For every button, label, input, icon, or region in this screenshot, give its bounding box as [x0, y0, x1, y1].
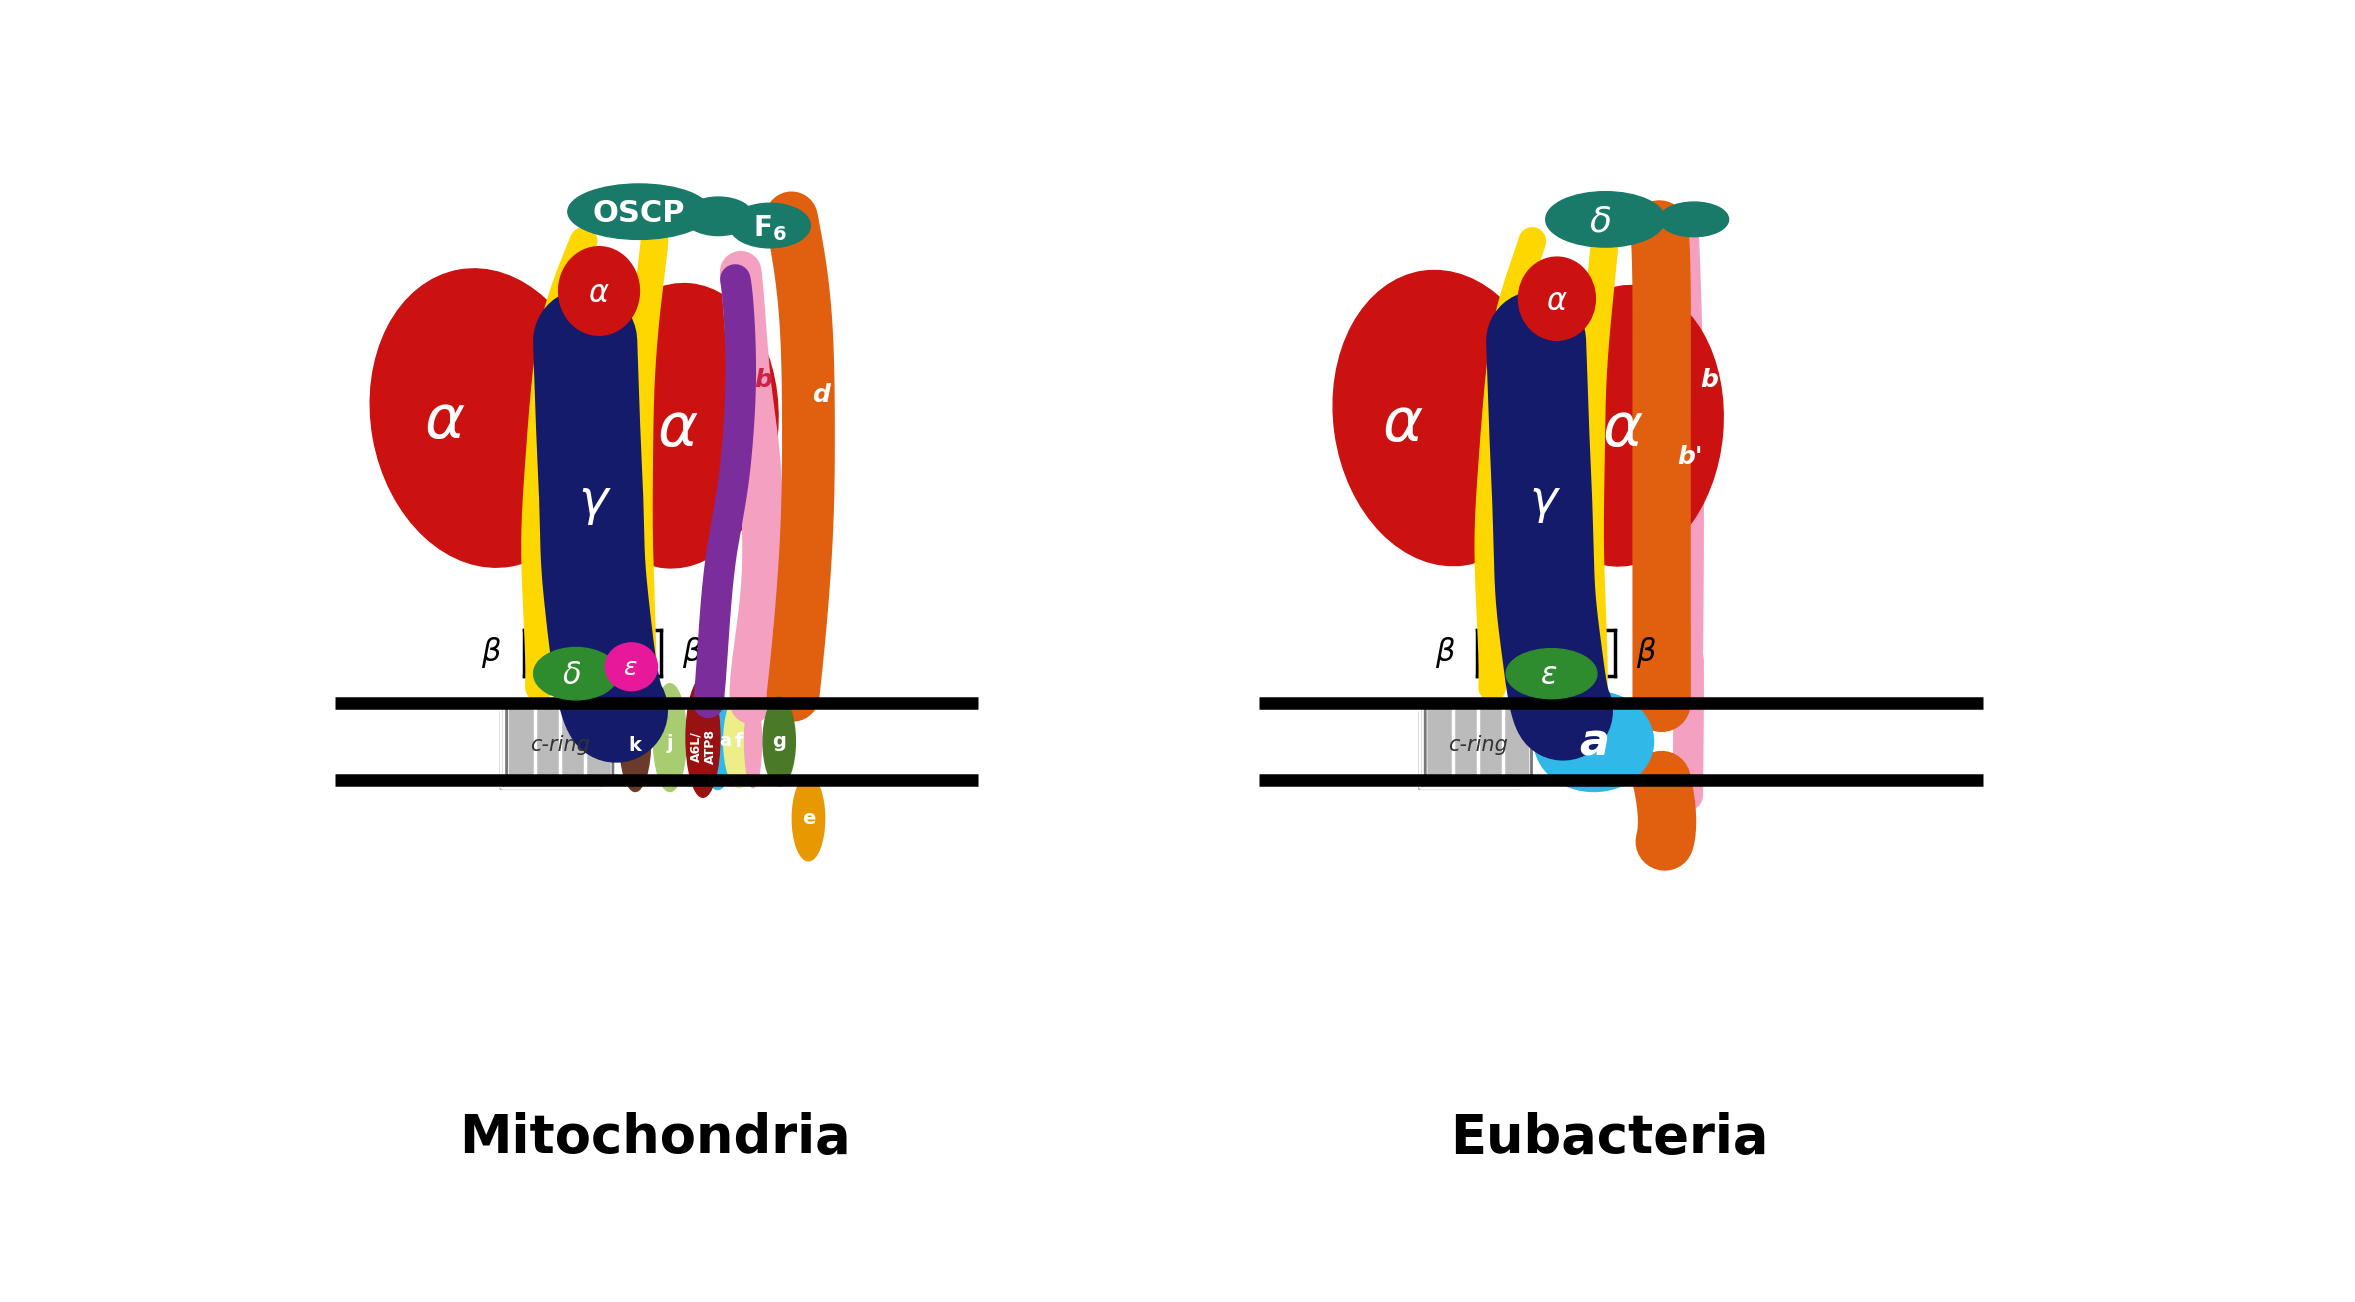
- Ellipse shape: [1507, 648, 1597, 699]
- Ellipse shape: [702, 693, 735, 789]
- Text: c-ring: c-ring: [530, 736, 589, 755]
- Ellipse shape: [744, 695, 761, 788]
- Text: $\beta$: $\beta$: [683, 635, 702, 671]
- Text: $\delta$: $\delta$: [563, 660, 582, 690]
- FancyBboxPatch shape: [1418, 710, 1521, 792]
- Text: $\beta$: $\beta$: [480, 635, 502, 671]
- Ellipse shape: [619, 691, 650, 792]
- Ellipse shape: [535, 647, 619, 700]
- Text: OSCP: OSCP: [593, 199, 685, 228]
- Text: a: a: [718, 733, 732, 750]
- Text: b': b': [1677, 444, 1703, 469]
- Ellipse shape: [370, 268, 601, 568]
- Ellipse shape: [791, 776, 824, 861]
- FancyBboxPatch shape: [504, 703, 610, 785]
- Text: $\beta$: $\beta$: [1637, 635, 1658, 671]
- Ellipse shape: [1519, 256, 1594, 340]
- Ellipse shape: [1545, 191, 1665, 247]
- Text: f: f: [735, 732, 744, 751]
- Text: $\alpha$: $\alpha$: [1601, 400, 1644, 460]
- Text: Mitochondria: Mitochondria: [459, 1112, 850, 1164]
- Text: $\alpha$: $\alpha$: [589, 279, 610, 307]
- Text: $\mathregular{F_6}$: $\mathregular{F_6}$: [754, 214, 787, 242]
- Text: b: b: [754, 367, 772, 392]
- Text: b: b: [1700, 367, 1719, 392]
- Text: $\gamma$: $\gamma$: [579, 479, 612, 527]
- Text: j: j: [666, 734, 674, 754]
- FancyBboxPatch shape: [1420, 707, 1524, 789]
- Text: $\alpha$: $\alpha$: [657, 400, 699, 460]
- Ellipse shape: [1333, 271, 1554, 565]
- Text: $\alpha$: $\alpha$: [424, 392, 466, 452]
- FancyBboxPatch shape: [502, 707, 605, 789]
- Ellipse shape: [605, 643, 657, 690]
- Ellipse shape: [577, 284, 777, 568]
- Ellipse shape: [763, 697, 796, 785]
- Text: $\varepsilon$: $\varepsilon$: [622, 655, 638, 680]
- Ellipse shape: [1526, 285, 1724, 566]
- Text: $\alpha$: $\alpha$: [1547, 286, 1568, 315]
- Ellipse shape: [1660, 202, 1729, 237]
- Text: $\gamma$: $\gamma$: [1528, 480, 1561, 525]
- Ellipse shape: [652, 684, 685, 792]
- Text: k: k: [629, 736, 641, 755]
- Text: e: e: [801, 809, 815, 828]
- Text: $\beta$: $\beta$: [1434, 635, 1455, 671]
- FancyBboxPatch shape: [1422, 703, 1528, 785]
- Text: A6L/
ATP8: A6L/ ATP8: [690, 729, 716, 764]
- Ellipse shape: [1533, 691, 1653, 792]
- Text: Eubacteria: Eubacteria: [1451, 1112, 1769, 1164]
- FancyBboxPatch shape: [506, 700, 612, 783]
- Text: g: g: [772, 732, 787, 751]
- Ellipse shape: [568, 184, 711, 240]
- Ellipse shape: [558, 246, 641, 335]
- Text: $\alpha$: $\alpha$: [1382, 395, 1425, 453]
- Ellipse shape: [723, 695, 754, 788]
- Text: $\varepsilon$: $\varepsilon$: [1540, 660, 1559, 690]
- Text: d: d: [812, 383, 831, 408]
- Ellipse shape: [572, 667, 657, 724]
- FancyBboxPatch shape: [1427, 700, 1531, 783]
- Ellipse shape: [685, 678, 721, 797]
- Ellipse shape: [683, 197, 754, 236]
- Ellipse shape: [730, 203, 810, 247]
- Ellipse shape: [1519, 668, 1604, 723]
- Text: a: a: [1578, 721, 1608, 764]
- FancyBboxPatch shape: [499, 710, 603, 792]
- Text: $\delta$: $\delta$: [1590, 204, 1611, 238]
- Text: c-ring: c-ring: [1448, 736, 1507, 755]
